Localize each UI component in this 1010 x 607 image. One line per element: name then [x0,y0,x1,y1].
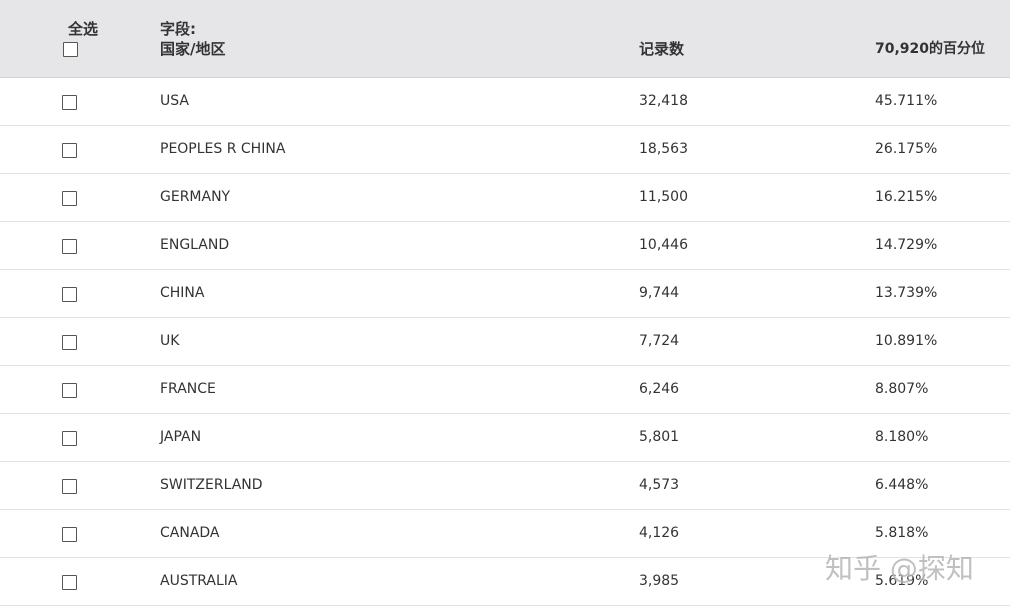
table-row: UK 7,724 10.891% [0,318,1010,366]
table-row: CHINA 9,744 13.739% [0,270,1010,318]
percent-cell: 16.215% [875,189,938,205]
table-row: GERMANY 11,500 16.215% [0,174,1010,222]
row-checkbox[interactable] [62,527,77,542]
table-row: PEOPLES R CHINA 18,563 26.175% [0,126,1010,174]
row-checkbox[interactable] [62,479,77,494]
country-cell: PEOPLES R CHINA [160,141,286,157]
field-name: 国家/地区 [160,40,226,58]
table-row: FRANCE 6,246 8.807% [0,366,1010,414]
percent-cell: 5.818% [875,525,929,541]
row-checkbox[interactable] [62,287,77,302]
count-cell: 3,985 [639,573,680,589]
count-cell: 6,246 [639,381,680,397]
percent-cell: 45.711% [875,93,938,109]
percent-cell: 5.619% [875,573,929,589]
percent-header[interactable]: 70,920的百分位 [875,41,986,57]
country-cell: CHINA [160,285,205,301]
watermark: 知乎 @探知 [825,552,974,585]
row-checkbox[interactable] [62,431,77,446]
country-cell: GERMANY [160,189,231,205]
count-cell: 32,418 [639,93,688,109]
country-cell: JAPAN [160,429,202,445]
percent-cell: 26.175% [875,141,938,157]
count-cell: 10,446 [639,237,688,253]
table-header: 全选 字段: 国家/地区 记录数 70,920的百分位 [0,0,1010,78]
count-cell: 18,563 [639,141,688,157]
count-cell: 7,724 [639,333,680,349]
row-checkbox[interactable] [62,335,77,350]
percent-cell: 6.448% [875,477,929,493]
percent-cell: 10.891% [875,333,938,349]
row-checkbox[interactable] [62,143,77,158]
row-checkbox[interactable] [62,383,77,398]
count-cell: 4,126 [639,525,680,541]
country-cell: ENGLAND [160,237,230,253]
percent-cell: 13.739% [875,285,938,301]
percent-cell: 8.180% [875,429,929,445]
count-cell: 11,500 [639,189,688,205]
country-cell: CANADA [160,525,220,541]
field-label: 字段: [160,20,196,38]
count-header[interactable]: 记录数 [639,40,685,58]
count-cell: 9,744 [639,285,680,301]
row-checkbox[interactable] [62,95,77,110]
country-cell: AUSTRALIA [160,573,238,589]
table-row: USA 32,418 45.711% [0,78,1010,126]
table-row: JAPAN 5,801 8.180% [0,414,1010,462]
row-checkbox[interactable] [62,575,77,590]
count-cell: 4,573 [639,477,680,493]
select-all-checkbox[interactable] [63,42,78,57]
table-row: ENGLAND 10,446 14.729% [0,222,1010,270]
row-checkbox[interactable] [62,239,77,254]
row-checkbox[interactable] [62,191,77,206]
country-cell: UK [160,333,180,349]
percent-cell: 8.807% [875,381,929,397]
select-all-label: 全选 [68,20,99,38]
country-cell: FRANCE [160,381,216,397]
table-row: AUSTRALIA 3,985 5.619% [0,558,1010,606]
percent-cell: 14.729% [875,237,938,253]
country-cell: SWITZERLAND [160,477,263,493]
table-row: CANADA 4,126 5.818% [0,510,1010,558]
table-row: SWITZERLAND 4,573 6.448% [0,462,1010,510]
count-cell: 5,801 [639,429,680,445]
country-cell: USA [160,93,189,109]
